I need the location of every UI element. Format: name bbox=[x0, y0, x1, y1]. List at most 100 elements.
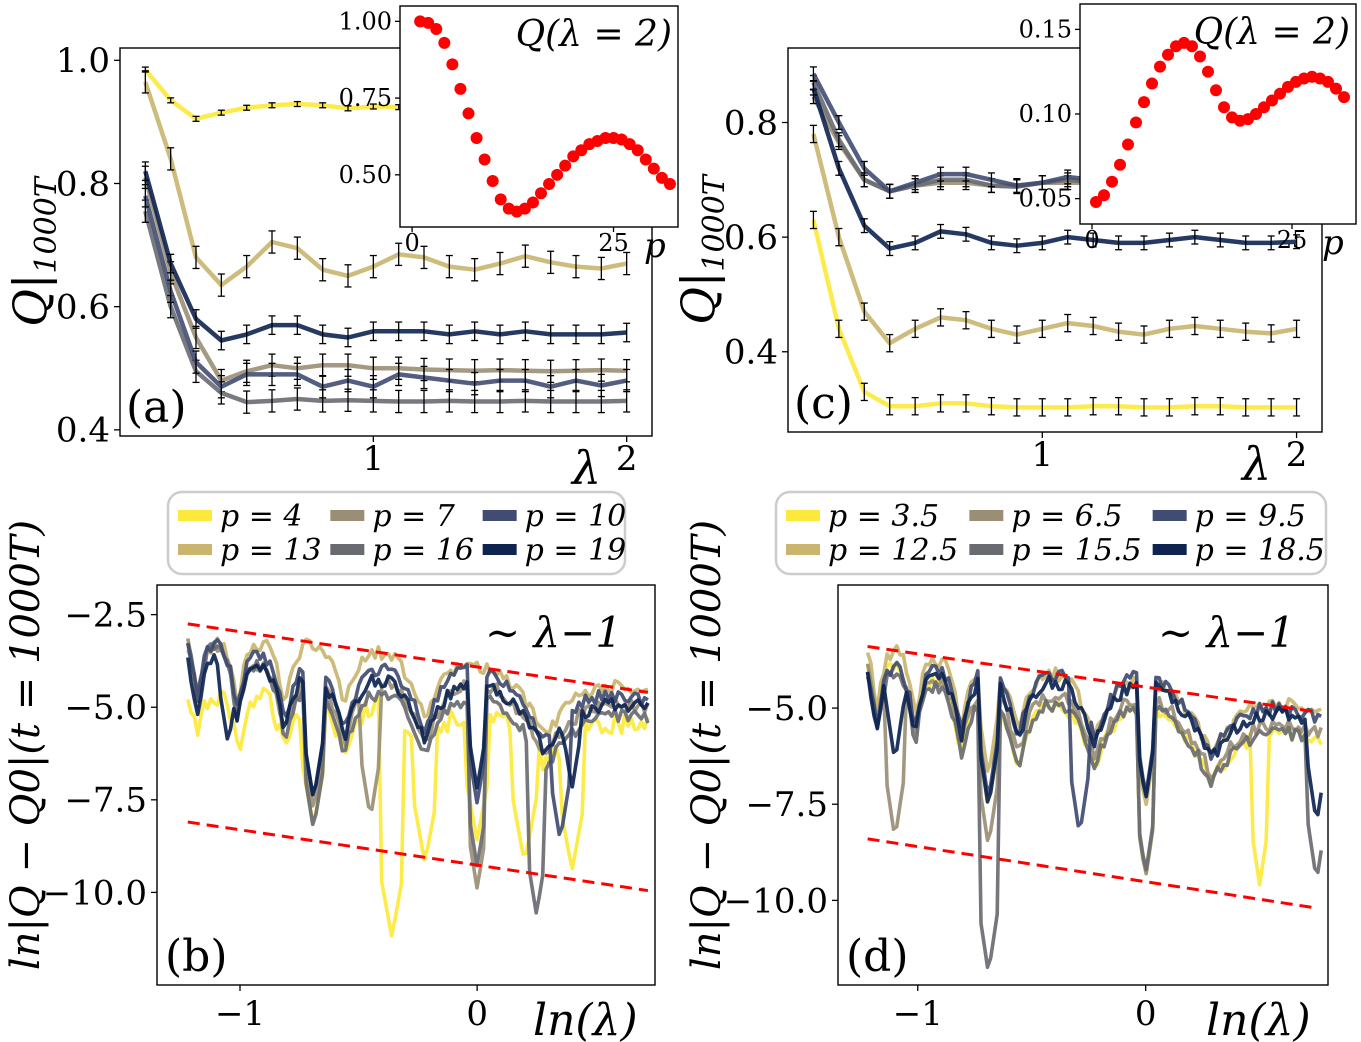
a-inset-point bbox=[446, 58, 459, 71]
c-ylabel: Q|1000T bbox=[671, 173, 732, 325]
c-ytick-label: 0.6 bbox=[724, 218, 778, 258]
a-xtick-label: 1 bbox=[363, 439, 385, 479]
c-inset-point bbox=[1274, 87, 1286, 100]
a-inset-ytick-label: 0.50 bbox=[339, 161, 392, 189]
d-xtick-label: −1 bbox=[893, 994, 943, 1034]
b-series-line bbox=[186, 636, 649, 736]
a-inset-ytick-label: 1.00 bbox=[339, 7, 392, 35]
c-inset-point bbox=[1322, 75, 1334, 88]
c-inset-point bbox=[1138, 96, 1150, 109]
right-legend-label: p = 3.5 bbox=[828, 499, 939, 534]
c-inset-point bbox=[1146, 77, 1158, 90]
b-series-line bbox=[186, 653, 650, 797]
left-legend-swatch bbox=[482, 510, 517, 521]
a-plot-frame bbox=[119, 47, 653, 437]
c-series-line bbox=[811, 219, 1297, 410]
right-legend-label: p = 9.5 bbox=[1195, 499, 1306, 534]
left-legend-label: p = 10 bbox=[525, 499, 627, 534]
b-series-line bbox=[186, 637, 649, 837]
c-inset-point bbox=[1266, 94, 1278, 107]
b-annotation: ∼ λ−1 bbox=[485, 608, 622, 657]
a-ytick-label: 0.8 bbox=[56, 164, 110, 204]
c-inset-point bbox=[1218, 101, 1230, 114]
d-annotation: ∼ λ−1 bbox=[1158, 608, 1295, 657]
c-inset-ytick-label: 0.15 bbox=[1019, 15, 1072, 43]
right-legend-swatch bbox=[786, 544, 820, 555]
a-ytick-label: 0.4 bbox=[56, 411, 110, 451]
left-legend-swatch bbox=[330, 544, 365, 555]
c-inset-point bbox=[1090, 196, 1102, 208]
a-inset-point bbox=[470, 131, 483, 144]
c-series-line bbox=[811, 133, 1297, 346]
left-legend-swatch bbox=[330, 510, 365, 521]
c-inset-title: Q(λ = 2) bbox=[1194, 12, 1350, 53]
a-inset-point bbox=[631, 144, 644, 157]
d-xlabel: ln(λ) bbox=[1206, 995, 1311, 1042]
left-legend-label: p = 13 bbox=[220, 533, 322, 568]
b-panel-label: (b) bbox=[165, 931, 228, 982]
c-inset-frame bbox=[1079, 3, 1357, 225]
b-series-line bbox=[186, 638, 650, 890]
b-series-line bbox=[186, 686, 650, 938]
d-guide-lower bbox=[867, 837, 1317, 910]
d-series-line bbox=[865, 671, 1323, 817]
a-ytick-label: 0.6 bbox=[56, 288, 110, 328]
b-xlabel: ln(λ) bbox=[533, 995, 638, 1042]
a-inset-point bbox=[551, 168, 564, 181]
b-series-line bbox=[186, 642, 650, 915]
a-series-line bbox=[143, 210, 627, 405]
c-inset-point bbox=[1098, 189, 1110, 202]
b-ytick-label: −5.0 bbox=[64, 688, 147, 728]
d-series-line bbox=[865, 670, 1323, 969]
a-inset-point bbox=[438, 36, 451, 49]
d-xtick-label: 0 bbox=[1135, 994, 1157, 1034]
c-inset-ytick-label: 0.05 bbox=[1019, 185, 1072, 213]
a-inset-point bbox=[639, 153, 652, 166]
c-inset-xtick-label: 0 bbox=[1084, 226, 1099, 254]
b-guide-upper bbox=[187, 622, 649, 694]
left-legend-swatch bbox=[178, 510, 212, 521]
a-panel-label: (a) bbox=[126, 382, 187, 433]
b-guide-lower bbox=[187, 820, 649, 893]
c-inset-xtick-label: 25 bbox=[1277, 226, 1308, 254]
right-legend-swatch bbox=[1152, 544, 1187, 555]
a-inset-title: Q(λ = 2) bbox=[516, 14, 672, 55]
c-inset-point bbox=[1194, 50, 1206, 63]
c-plot-frame bbox=[787, 47, 1323, 433]
right-legend-label: p = 15.5 bbox=[1011, 533, 1141, 568]
a-inset-ytick-label: 0.75 bbox=[339, 84, 392, 112]
right-legend-frame bbox=[774, 490, 1328, 576]
a-inset-point bbox=[430, 23, 443, 36]
c-inset-point bbox=[1162, 48, 1174, 61]
a-inset-point bbox=[478, 153, 491, 166]
a-series-line bbox=[143, 195, 628, 389]
a-xlabel: λ bbox=[570, 441, 601, 495]
c-inset-point bbox=[1114, 158, 1126, 171]
left-legend-swatch bbox=[178, 544, 212, 555]
c-xtick-label: 1 bbox=[1031, 435, 1053, 475]
a-series-line bbox=[143, 81, 628, 288]
b-ytick-label: −2.5 bbox=[64, 596, 147, 636]
a-inset-point bbox=[543, 178, 556, 191]
d-plot-frame bbox=[837, 584, 1329, 986]
left-legend-label: p = 7 bbox=[372, 499, 455, 534]
b-plot-frame bbox=[156, 584, 656, 986]
c-xtick-label: 2 bbox=[1286, 435, 1308, 475]
right-legend-swatch bbox=[969, 544, 1004, 555]
a-inset-point bbox=[462, 107, 475, 120]
b-ylabel: ln|Q − Q0|(t = 1000T) bbox=[3, 520, 49, 970]
a-inset-point bbox=[526, 196, 539, 209]
c-series-line bbox=[811, 87, 1297, 251]
a-inset-point bbox=[647, 162, 660, 175]
a-xtick-label: 2 bbox=[616, 439, 638, 479]
left-legend-label: p = 19 bbox=[525, 533, 627, 568]
a-inset-point bbox=[559, 159, 572, 172]
c-inset-point bbox=[1258, 101, 1270, 114]
a-inset-point bbox=[663, 178, 676, 191]
c-inset-point bbox=[1202, 65, 1214, 78]
left-legend-label: p = 16 bbox=[372, 533, 474, 568]
d-ytick-label: −5.0 bbox=[745, 689, 828, 729]
c-panel-label: (c) bbox=[794, 378, 853, 429]
a-inset-xtick-label: 0 bbox=[404, 229, 419, 257]
